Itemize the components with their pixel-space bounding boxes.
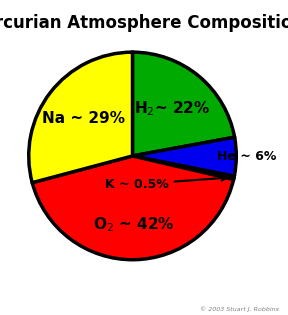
Wedge shape — [132, 52, 235, 156]
Wedge shape — [29, 52, 132, 183]
Text: © 2003 Stuart J. Robbins: © 2003 Stuart J. Robbins — [200, 306, 279, 312]
Text: O$_2$ ~ 42%: O$_2$ ~ 42% — [93, 215, 174, 234]
Text: He ~ 6%: He ~ 6% — [217, 150, 277, 163]
Wedge shape — [132, 156, 234, 180]
Title: Mercurian Atmosphere Composition: Mercurian Atmosphere Composition — [0, 14, 288, 32]
Text: Na ~ 29%: Na ~ 29% — [42, 111, 125, 126]
Wedge shape — [32, 156, 234, 260]
Text: H$_2$~ 22%: H$_2$~ 22% — [134, 100, 210, 118]
Wedge shape — [132, 137, 236, 176]
Text: K ~ 0.5%: K ~ 0.5% — [105, 176, 227, 191]
